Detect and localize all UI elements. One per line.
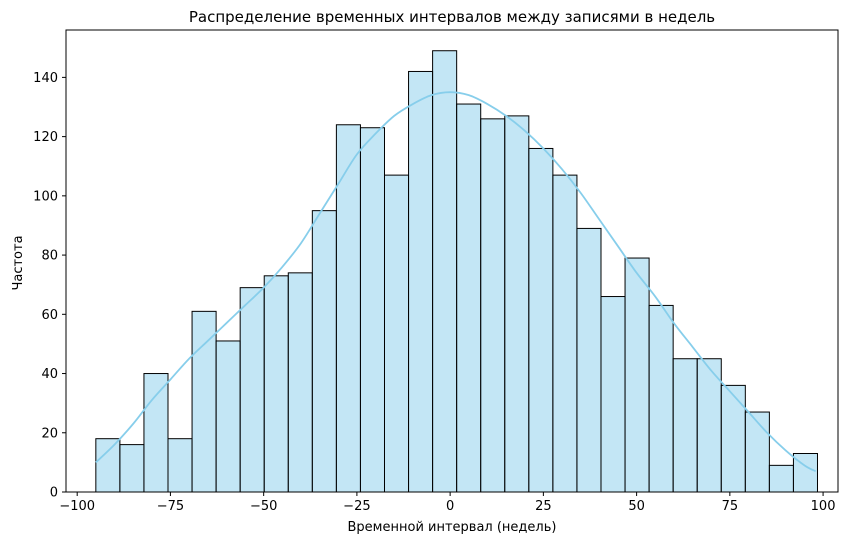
chart-title: Распределение временных интервалов между… <box>189 8 715 26</box>
histogram-bar <box>119 444 145 493</box>
histogram-bar <box>239 287 265 493</box>
histogram-bar <box>263 275 289 493</box>
y-tick-label: 0 <box>50 486 58 501</box>
x-tick-label: −50 <box>250 499 277 514</box>
y-tick-label: 140 <box>33 71 58 86</box>
x-tick-label: −100 <box>59 499 95 514</box>
y-axis-ticks: 0 20 40 60 80 100 120 140 <box>33 71 66 501</box>
histogram-bar <box>143 373 169 493</box>
x-tick-label: −75 <box>157 499 184 514</box>
histogram-bar <box>383 174 410 493</box>
y-tick-label: 40 <box>41 367 58 382</box>
x-tick-label: 100 <box>811 499 836 514</box>
y-tick-label: 120 <box>33 130 58 145</box>
histogram-bar <box>624 257 650 493</box>
y-tick-label: 100 <box>33 189 58 204</box>
axes <box>65 29 839 493</box>
histogram-bar <box>95 438 121 493</box>
y-tick-label: 60 <box>41 308 58 323</box>
histogram-bar <box>335 124 361 493</box>
histogram-bar <box>480 118 506 493</box>
histogram-bar <box>600 296 626 493</box>
x-tick-label: 25 <box>535 499 552 514</box>
histogram-bar <box>359 127 385 493</box>
histogram-bar <box>672 358 698 493</box>
histogram-bar <box>191 310 217 493</box>
histogram-bar <box>744 411 770 493</box>
histogram-bar <box>432 50 458 493</box>
x-axis-ticks: −100 −75 −50 −25 0 25 50 75 100 <box>59 492 835 514</box>
x-tick-label: 0 <box>446 499 454 514</box>
histogram-bar <box>696 358 722 493</box>
histogram-bar <box>456 103 482 493</box>
y-tick-label: 20 <box>41 426 58 441</box>
histogram-bars <box>95 50 818 493</box>
plot-frame <box>65 29 839 493</box>
histogram-bar <box>528 147 554 493</box>
y-tick-label: 80 <box>41 249 58 264</box>
histogram-bar <box>215 340 241 493</box>
histogram-bar <box>720 384 746 493</box>
histogram-bar <box>552 174 578 493</box>
histogram-bar <box>167 438 193 493</box>
x-tick-label: 75 <box>722 499 739 514</box>
y-axis-label: Частота <box>11 235 26 290</box>
histogram-bar <box>504 115 530 493</box>
histogram-bar <box>648 304 674 493</box>
kde-curve <box>95 91 817 473</box>
x-tick-label: −25 <box>343 499 370 514</box>
histogram-bar <box>408 70 434 493</box>
x-tick-label: 50 <box>628 499 645 514</box>
histogram-bar <box>576 227 602 493</box>
histogram-bar <box>287 272 313 493</box>
histogram-bar <box>768 464 794 493</box>
histogram-bar <box>311 210 337 493</box>
x-axis-label: Временной интервал (недель) <box>348 520 557 535</box>
